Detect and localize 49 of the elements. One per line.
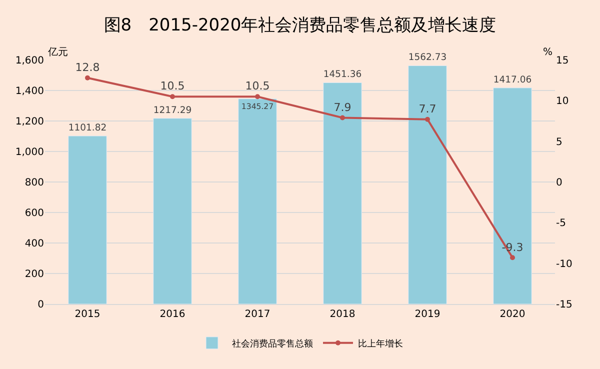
bar: [493, 88, 532, 304]
bar: [68, 136, 107, 304]
data-label: 10.5: [245, 80, 270, 93]
data-label: 1101.82: [68, 122, 107, 134]
bar: [153, 118, 192, 304]
y-tick-label: 800: [24, 178, 44, 188]
point: [340, 115, 345, 120]
data-label: 10.5: [160, 80, 185, 93]
bar: [408, 65, 447, 304]
y2-axis-title: %: [543, 47, 553, 58]
y-tick-label: 200: [24, 269, 44, 280]
y2-tick-label: 10: [556, 96, 569, 108]
x-tick-label: 2019: [414, 309, 440, 320]
x-tick-label: 2015: [74, 309, 100, 320]
chart-title: 图8 2015-2020年社会消费品零售总额及增长速度: [104, 15, 496, 36]
y-tick-label: 400: [24, 238, 44, 250]
y-tick-label: 1,600: [15, 56, 44, 66]
y2-tick-label: 0: [556, 178, 562, 188]
legend-label: 比上年增长: [358, 338, 403, 350]
y-tick-label: 1,000: [15, 147, 44, 158]
legend-label: 社会消费品零售总额: [232, 338, 313, 350]
y-tick-label: 0: [38, 300, 44, 310]
x-tick-label: 2017: [244, 309, 270, 320]
y-axis-title: 亿元: [47, 47, 68, 58]
data-label: 1562.73: [408, 52, 447, 64]
y2-tick-label: -10: [556, 258, 572, 270]
data-label: 1217.29: [153, 104, 192, 116]
data-label: 7.9: [334, 100, 352, 114]
x-tick-label: 2020: [500, 309, 526, 320]
point: [170, 94, 175, 100]
y2-tick-label: -15: [556, 300, 572, 310]
point: [425, 116, 430, 122]
data-label: 1417.06: [493, 74, 532, 86]
y-tick-label: 600: [24, 208, 44, 219]
y-tick-label: 1,400: [15, 86, 44, 97]
point: [255, 94, 260, 100]
bar: [238, 98, 277, 304]
y2-tick-label: -5: [556, 218, 566, 230]
y-tick-label: 1,200: [15, 116, 44, 128]
y2-tick-label: 15: [556, 56, 569, 66]
y2-tick-label: 5: [556, 136, 562, 148]
x-tick-label: 2018: [330, 309, 356, 320]
bar: [323, 82, 362, 304]
data-label: 1451.36: [323, 69, 362, 80]
data-label: 12.8: [75, 61, 100, 74]
point: [85, 75, 90, 80]
x-tick-label: 2016: [160, 309, 186, 320]
point: [510, 255, 515, 260]
data-label: 7.7: [418, 102, 436, 116]
